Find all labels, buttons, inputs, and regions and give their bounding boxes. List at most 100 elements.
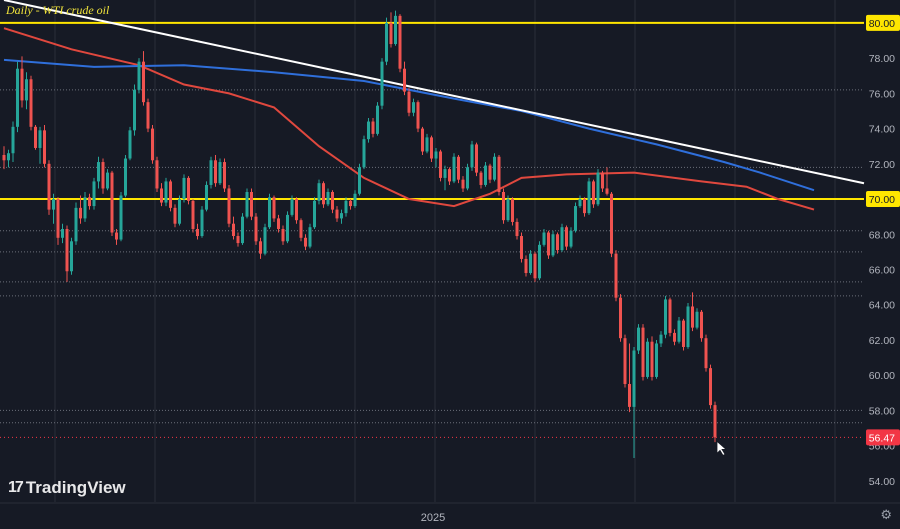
price-tick-label: 78.00 bbox=[869, 53, 895, 65]
candle-body bbox=[587, 181, 591, 214]
candle-body bbox=[277, 218, 280, 229]
candle-body bbox=[79, 207, 82, 219]
candle-body bbox=[308, 227, 312, 247]
settings-gear-icon[interactable]: ⚙ bbox=[880, 507, 892, 522]
candle-body bbox=[466, 167, 469, 189]
candle-body bbox=[560, 227, 564, 251]
candle-body bbox=[241, 216, 244, 244]
candle-body bbox=[556, 234, 559, 251]
candle-body bbox=[547, 232, 550, 256]
candle-body bbox=[119, 195, 123, 240]
candle-body bbox=[425, 137, 429, 152]
candle-body bbox=[619, 297, 622, 339]
candle-body bbox=[97, 162, 100, 182]
price-tick-label: 80.00 bbox=[869, 18, 895, 30]
candle-body bbox=[484, 165, 487, 185]
candle-body bbox=[38, 130, 42, 148]
candle-body bbox=[7, 153, 10, 161]
candle-body bbox=[335, 209, 339, 219]
candle-body bbox=[200, 209, 204, 237]
candle-body bbox=[412, 102, 415, 113]
moving-average-blue bbox=[3, 58, 815, 192]
candle-body bbox=[655, 343, 658, 377]
candle-body bbox=[646, 341, 649, 377]
candle-body bbox=[209, 160, 213, 185]
candle-body bbox=[196, 228, 199, 237]
candle-body bbox=[173, 207, 177, 224]
candle-body bbox=[610, 193, 613, 254]
candle-body bbox=[245, 191, 249, 217]
candle-body bbox=[403, 68, 406, 92]
candle-body bbox=[61, 228, 64, 238]
candle-body bbox=[583, 199, 586, 214]
candle-body bbox=[344, 200, 348, 214]
candle-body bbox=[389, 22, 393, 45]
candle-body bbox=[493, 156, 496, 180]
candle-body bbox=[164, 181, 168, 203]
candle-body bbox=[673, 332, 676, 342]
candle-body bbox=[259, 241, 262, 254]
candle-body bbox=[232, 223, 235, 237]
candle-body bbox=[601, 172, 604, 189]
candle-body bbox=[137, 61, 141, 90]
candle-body bbox=[191, 200, 195, 229]
candle-body bbox=[313, 200, 316, 228]
level-price-badge bbox=[866, 191, 900, 208]
candle-body bbox=[416, 102, 420, 129]
tradingview-wordmark: TradingView bbox=[25, 478, 126, 497]
candle-body bbox=[628, 383, 631, 407]
price-axis[interactable]: 80.00 78.00 76.00 74.00 72.00 70.00 68.00 66.00… bbox=[866, 0, 900, 502]
candle-body bbox=[506, 199, 510, 221]
candle-body bbox=[115, 232, 118, 240]
candle-body bbox=[254, 216, 258, 242]
level-price-badge bbox=[866, 14, 900, 31]
candle-body bbox=[47, 163, 51, 210]
candle-body bbox=[515, 221, 519, 237]
candle-body bbox=[299, 220, 303, 238]
candle-body bbox=[398, 15, 402, 69]
candle-body bbox=[470, 144, 474, 168]
candle-body bbox=[317, 183, 321, 201]
candle-body bbox=[664, 299, 667, 335]
candle-body bbox=[178, 199, 181, 224]
candle-body bbox=[340, 213, 343, 219]
candle-body bbox=[569, 230, 573, 247]
candle-body bbox=[52, 199, 55, 210]
candle-body bbox=[88, 197, 91, 207]
candle-body bbox=[538, 244, 541, 279]
candle-body bbox=[475, 144, 478, 173]
candle-body bbox=[592, 181, 595, 205]
time-tick-label: 2025 bbox=[421, 512, 445, 524]
candle-body bbox=[695, 311, 699, 328]
time-axis[interactable]: 2025 bbox=[421, 512, 445, 524]
horizontal-levels bbox=[0, 21, 864, 424]
candle-body bbox=[439, 151, 442, 178]
price-tick-label: 72.00 bbox=[869, 159, 895, 171]
candle-body bbox=[74, 207, 78, 242]
candle-body bbox=[146, 102, 150, 129]
candle-body bbox=[236, 236, 240, 244]
candle-body bbox=[83, 197, 87, 219]
candle-body bbox=[596, 172, 600, 205]
candle-body bbox=[551, 234, 555, 256]
candle-body bbox=[295, 199, 298, 221]
candle-body bbox=[479, 172, 483, 185]
candle-body bbox=[421, 128, 424, 152]
candle-body bbox=[385, 22, 388, 62]
candle-body bbox=[25, 79, 28, 101]
price-tick-label: 66.00 bbox=[869, 264, 895, 276]
candle-body bbox=[632, 350, 636, 407]
candle-body bbox=[227, 188, 231, 224]
candle-body bbox=[448, 169, 451, 182]
candle-body bbox=[668, 299, 672, 333]
candle-body bbox=[223, 162, 226, 189]
price-tick-label: 62.00 bbox=[869, 335, 895, 347]
candle-body bbox=[349, 200, 352, 207]
candle-body bbox=[124, 158, 127, 196]
last-price-marker: 56.47 bbox=[0, 429, 900, 446]
candle-body bbox=[659, 334, 663, 344]
candle-body bbox=[110, 172, 114, 233]
candle-body bbox=[520, 236, 523, 259]
candle-body bbox=[443, 169, 447, 178]
